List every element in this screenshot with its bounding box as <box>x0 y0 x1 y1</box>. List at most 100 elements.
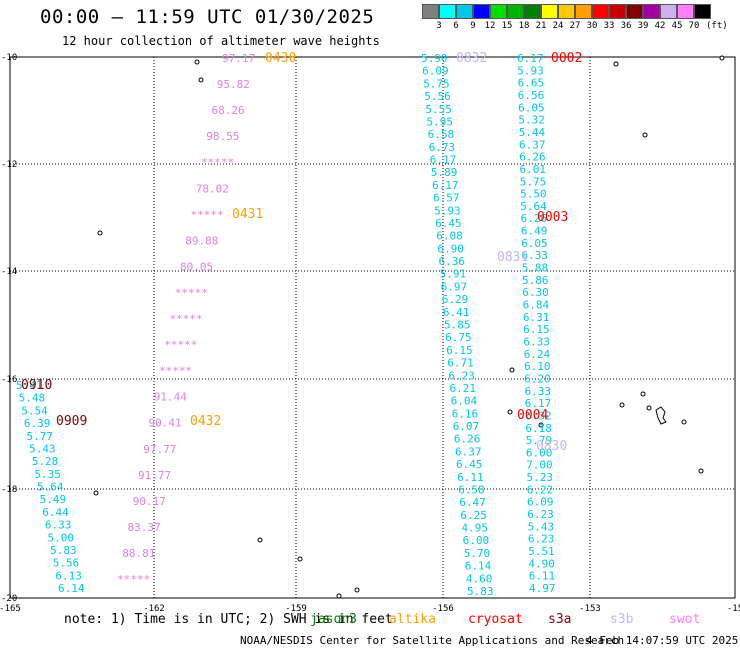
color-scale-legend <box>422 4 711 19</box>
swh-value: 5.35 <box>34 468 61 481</box>
swh-value: 5.88 <box>522 262 549 275</box>
swh-value: 6.33 <box>525 385 552 398</box>
y-axis-tick-label: -18 <box>1 485 17 495</box>
swh-value: 5.48 <box>19 392 45 405</box>
swh-value: 6.23 <box>528 533 555 546</box>
swh-value: ***** <box>159 365 192 378</box>
pass-label: 0830 <box>536 439 567 454</box>
swh-value: 91.77 <box>138 469 171 482</box>
swh-value: 5.43 <box>528 520 555 533</box>
swh-value: 6.14 <box>58 582 85 595</box>
swh-value: 6.00 <box>526 446 553 459</box>
swh-value: 6.32 <box>525 409 552 422</box>
swh-value: 4.60 <box>466 572 493 585</box>
swh-value: 6.15 <box>523 323 550 336</box>
swh-value: 6.45 <box>435 217 462 230</box>
swh-value: 6.58 <box>428 128 455 141</box>
swh-value: 5.64 <box>37 481 64 494</box>
scale-tick-label: 3 <box>436 21 442 31</box>
swh-value: 5.23 <box>527 471 554 484</box>
scale-swatch <box>677 4 694 19</box>
island-outline <box>257 537 263 543</box>
swh-value: 6.26 <box>519 151 546 164</box>
scale-tick-label: 27 <box>569 21 581 31</box>
island-outline <box>194 59 200 65</box>
pass-label: 0432 <box>190 414 221 429</box>
swh-value: 5.89 <box>431 166 458 179</box>
swh-value: 5.93 <box>517 64 544 77</box>
swh-value: 6.11 <box>529 570 556 583</box>
swh-value: 6.05 <box>521 237 548 250</box>
y-axis-tick-label: -14 <box>1 267 17 277</box>
swh-value: 6.16 <box>452 407 479 420</box>
scale-tick-label: 12 <box>484 21 496 31</box>
swh-value: 78.02 <box>196 182 229 195</box>
swh-value: 6.15 <box>446 344 473 357</box>
island-outline <box>655 406 667 425</box>
swh-value: 6.10 <box>524 360 551 373</box>
swh-value: ***** <box>191 208 224 221</box>
island-outline <box>538 422 544 428</box>
pass-label: 0003 <box>537 210 568 225</box>
credit-line: NOAA/NESDIS Center for Satellite Applica… <box>240 634 625 647</box>
swh-value: 5.55 <box>425 103 452 116</box>
swh-value: 80.05 <box>180 260 213 273</box>
scale-swatch <box>660 4 677 19</box>
island-outline <box>93 490 99 496</box>
swh-value: 6.14 <box>465 560 492 573</box>
swh-value: 5.32 <box>518 114 545 127</box>
x-axis-tick-label: -165 <box>0 604 21 614</box>
scale-swatch <box>422 4 439 19</box>
swh-value: 4.95 <box>462 522 489 535</box>
scale-swatch <box>694 4 711 19</box>
island-outline <box>719 55 725 61</box>
island-outline <box>640 391 646 397</box>
swh-value: 5.64 <box>520 200 547 213</box>
timestamp: 4 Feb 14:07:59 UTC 2025 <box>586 634 739 647</box>
scale-swatch <box>558 4 575 19</box>
swh-value: 5.49 <box>40 493 67 506</box>
swh-value: 6.18 <box>525 422 552 435</box>
swh-value: 6.71 <box>447 357 474 370</box>
swh-value: 5.50 <box>520 188 547 201</box>
scale-swatch <box>473 4 490 19</box>
swh-value: 6.56 <box>518 89 545 102</box>
swh-value: 98.55 <box>206 130 239 143</box>
swh-value: 6.21 <box>450 382 477 395</box>
swh-value: 6.41 <box>443 306 470 319</box>
swh-value: 6.17 <box>432 179 459 192</box>
swh-value: 5.83 <box>50 544 77 557</box>
scale-swatch <box>490 4 507 19</box>
pass-label: 0832 <box>456 51 487 66</box>
pass-label: 0431 <box>232 207 263 222</box>
swh-value: 6.08 <box>436 230 463 243</box>
swh-value: 6.84 <box>523 299 550 312</box>
x-axis-tick-label: -156 <box>432 604 454 614</box>
scale-tick-label: 6 <box>453 21 459 31</box>
swh-value: 6.75 <box>445 331 472 344</box>
swh-value: 5.56 <box>53 557 80 570</box>
swh-value: 6.17 <box>517 52 544 65</box>
mission-label-cryosat: cryosat <box>468 612 523 627</box>
swh-value: 5.51 <box>528 545 555 558</box>
swh-value: 6.07 <box>453 420 480 433</box>
swh-value: 89.88 <box>185 234 218 247</box>
swh-value: 6.37 <box>455 445 482 458</box>
swh-value: 5.54 <box>21 404 48 417</box>
scale-tick-label: 24 <box>552 21 564 31</box>
scale-tick-label: 70 <box>688 21 700 31</box>
swh-value: 6.09 <box>422 65 449 78</box>
swh-value: 5.90 <box>421 52 448 65</box>
swh-value: 5.75 <box>423 77 450 90</box>
scale-unit-label: (ft) <box>706 21 728 31</box>
scale-tick-label: 36 <box>620 21 632 31</box>
scale-tick-label: 21 <box>535 21 547 31</box>
swh-value: 6.23 <box>527 508 554 521</box>
swh-value: 6.33 <box>45 519 72 532</box>
mission-label-jason3: jason3 <box>310 612 357 627</box>
swh-value: 6.65 <box>518 77 545 90</box>
swh-value: 6.23 <box>448 369 475 382</box>
swh-value: 6.58 <box>458 484 485 497</box>
pass-label: 0910 <box>21 378 52 393</box>
